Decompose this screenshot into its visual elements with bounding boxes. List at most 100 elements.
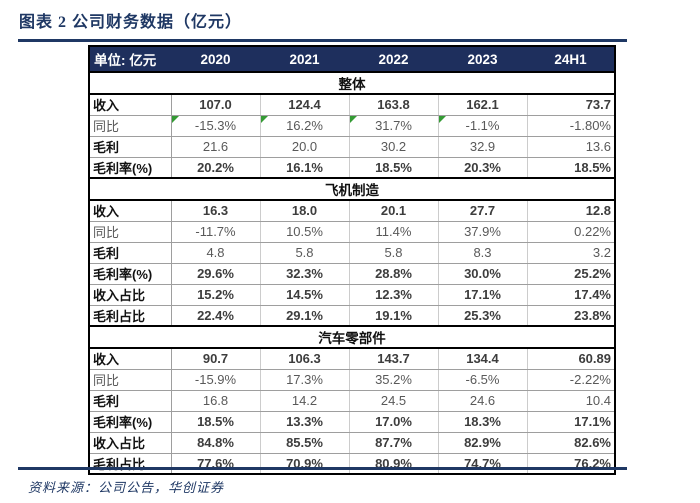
table-row: 毛利 4.8 5.8 5.8 8.3 3.2 [89, 242, 615, 264]
value-cell: 24.6 [438, 390, 528, 412]
value-cell: 17.1% [527, 411, 615, 433]
value-cell: 29.1% [260, 305, 350, 327]
value-cell: 3.2 [527, 242, 615, 264]
value-cell: 14.5% [260, 284, 350, 306]
value-cell: 76.2% [527, 453, 615, 474]
value-cell: 17.4% [527, 284, 615, 306]
value-cell: 90.7 [171, 348, 261, 370]
value-cell: 20.1 [349, 200, 439, 222]
value-cell: 10.4 [527, 390, 615, 412]
section-header-row-2: 汽车零部件 [89, 325, 615, 349]
table-row: 毛利占比 22.4% 29.1% 19.1% 25.3% 23.8% [89, 305, 615, 327]
value-cell: 4.8 [171, 242, 261, 264]
row-label: 毛利率(%) [89, 411, 172, 433]
value-cell: 25.3% [438, 305, 528, 327]
value-cell: 18.5% [171, 411, 261, 433]
row-label: 同比 [89, 115, 172, 137]
green-flag-icon [171, 115, 179, 123]
section-title: 飞机制造 [89, 177, 615, 201]
value-cell: 27.7 [438, 200, 528, 222]
value-cell: 107.0 [171, 94, 261, 116]
value-cell: 30.0% [438, 263, 528, 285]
value-cell: 17.3% [260, 369, 350, 391]
value-cell: 74.7% [438, 453, 528, 474]
table-row: 收入 90.7 106.3 143.7 134.4 60.89 [89, 348, 615, 370]
value-cell: -15.9% [171, 369, 261, 391]
value-cell: -1.80% [527, 115, 615, 137]
table-row: 毛利率(%) 20.2% 16.1% 18.5% 20.3% 18.5% [89, 157, 615, 179]
value-cell: -15.3% [171, 115, 261, 137]
table-header-row: 单位: 亿元 2020 2021 2022 2023 24H1 [89, 46, 615, 72]
table-row: 毛利占比 77.6% 70.9% 80.9% 74.7% 76.2% [89, 453, 615, 474]
value-cell: 17.0% [349, 411, 439, 433]
table-row: 同比 -15.9% 17.3% 35.2% -6.5% -2.22% [89, 369, 615, 391]
value-cell: 12.8 [527, 200, 615, 222]
value-cell: 84.8% [171, 432, 261, 454]
value-cell: 60.89 [527, 348, 615, 370]
row-label: 收入 [89, 348, 172, 370]
year-header-2023: 2023 [438, 46, 527, 72]
green-flag-icon [260, 115, 268, 123]
row-label: 毛利 [89, 242, 172, 264]
row-label: 毛利 [89, 390, 172, 412]
value-cell: 73.7 [527, 94, 615, 116]
green-flag-icon [349, 115, 357, 123]
value-cell: 23.8% [527, 305, 615, 327]
unit-header-cell: 单位: 亿元 [89, 46, 171, 72]
table-row: 同比 -11.7% 10.5% 11.4% 37.9% 0.22% [89, 221, 615, 243]
value-cell: 19.1% [349, 305, 439, 327]
year-header-2020: 2020 [171, 46, 260, 72]
value-cell: 28.8% [349, 263, 439, 285]
value-cell: 15.2% [171, 284, 261, 306]
section-header-row-0: 整体 [89, 71, 615, 95]
row-label: 收入 [89, 94, 172, 116]
value-cell: 82.6% [527, 432, 615, 454]
value-cell: 21.6 [171, 136, 261, 158]
section-header-row-1: 飞机制造 [89, 177, 615, 201]
value-cell: 30.2 [349, 136, 439, 158]
section-title: 整体 [89, 71, 615, 95]
table-row: 同比 -15.3% 16.2% 31.7% -1.1% -1.80% [89, 115, 615, 137]
row-label: 同比 [89, 369, 172, 391]
value-cell: 18.5% [527, 157, 615, 179]
value-cell: 18.3% [438, 411, 528, 433]
value-cell: -6.5% [438, 369, 528, 391]
value-cell: 163.8 [349, 94, 439, 116]
value-cell: 20.0 [260, 136, 350, 158]
row-label: 毛利占比 [89, 453, 172, 474]
row-label: 收入 [89, 200, 172, 222]
value-cell: 80.9% [349, 453, 439, 474]
value-cell: 17.1% [438, 284, 528, 306]
value-cell: 22.4% [171, 305, 261, 327]
value-cell: 37.9% [438, 221, 528, 243]
value-cell: 106.3 [260, 348, 350, 370]
value-cell: 16.2% [260, 115, 350, 137]
financial-table: 单位: 亿元 2020 2021 2022 2023 24H1 整体 收入 107.0 124.… [88, 45, 616, 475]
section-title: 汽车零部件 [89, 325, 615, 349]
value-cell: 87.7% [349, 432, 439, 454]
value-cell: 18.5% [349, 157, 439, 179]
value-cell: 20.2% [171, 157, 261, 179]
value-cell: 10.5% [260, 221, 350, 243]
row-label: 毛利 [89, 136, 172, 158]
figure-title: 图表 2 公司财务数据（亿元） [19, 14, 243, 31]
table-row: 毛利率(%) 29.6% 32.3% 28.8% 30.0% 25.2% [89, 263, 615, 285]
value-cell: -2.22% [527, 369, 615, 391]
year-header-2022: 2022 [349, 46, 438, 72]
bottom-rule [18, 467, 627, 470]
value-cell: 162.1 [438, 94, 528, 116]
value-cell: 5.8 [349, 242, 439, 264]
value-cell: 5.8 [260, 242, 350, 264]
value-cell: 11.4% [349, 221, 439, 243]
source-note: 资料来源：公司公告，华创证券 [28, 480, 225, 495]
table-head: 单位: 亿元 2020 2021 2022 2023 24H1 [89, 46, 615, 72]
title-rule [18, 39, 627, 42]
value-cell: 20.3% [438, 157, 528, 179]
value-cell: 8.3 [438, 242, 528, 264]
table-row: 收入 107.0 124.4 163.8 162.1 73.7 [89, 94, 615, 116]
value-cell: 13.3% [260, 411, 350, 433]
year-header-24H1: 24H1 [527, 46, 615, 72]
table-row: 收入 16.3 18.0 20.1 27.7 12.8 [89, 200, 615, 222]
value-cell: 16.8 [171, 390, 261, 412]
row-label: 同比 [89, 221, 172, 243]
